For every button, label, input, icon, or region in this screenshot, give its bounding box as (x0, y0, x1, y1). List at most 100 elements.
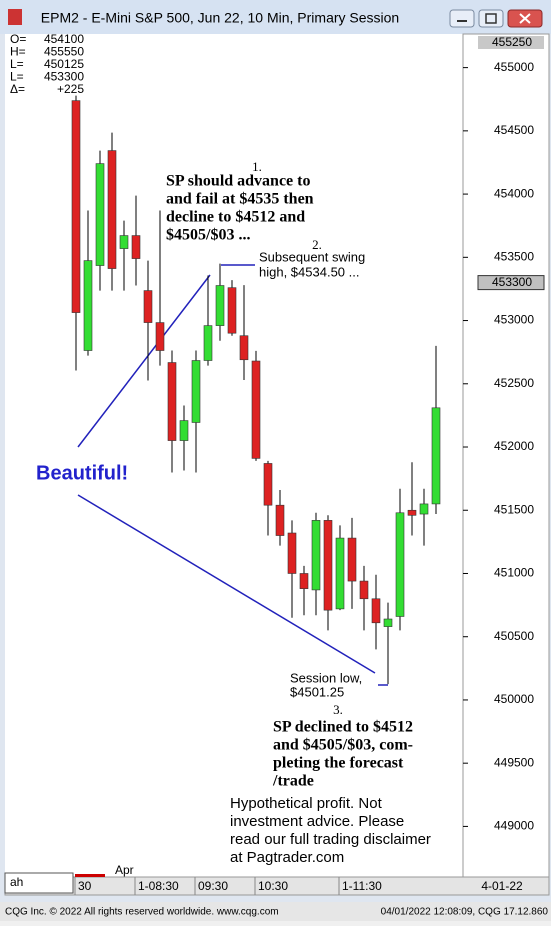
candle-body (323, 520, 333, 611)
annotation-text: read our full trading disclaimer (230, 831, 431, 848)
annotation-text: $4501.25 (290, 684, 344, 699)
candle-body (215, 285, 225, 326)
y-tick-label: 452500 (494, 376, 534, 390)
candle-body (395, 512, 405, 617)
annotation-lines (77, 264, 388, 686)
plot-area (5, 34, 463, 877)
x-tick-label: 1-08:30 (138, 879, 179, 893)
annotation-text: Beautiful! (36, 462, 128, 484)
readout-value: 453300 (44, 70, 84, 84)
candle-body (383, 618, 393, 627)
y-top-label: 455250 (492, 35, 532, 49)
time-axis-marker (75, 874, 105, 877)
candle-body (203, 325, 213, 361)
y-tick-label: 449500 (494, 755, 534, 769)
trend-line (77, 274, 211, 448)
annotation-text: and $4505/$03, com- (273, 737, 413, 754)
status-bar (0, 902, 551, 921)
candle-body (359, 580, 369, 600)
candle-body (275, 504, 285, 536)
annotation-text: and fail at $4535 then (166, 191, 314, 208)
annotation-text: 3. (333, 702, 343, 717)
y-tick-label: 455000 (494, 60, 534, 74)
x-tick-label: 09:30 (198, 879, 228, 893)
readout-label: L= (10, 70, 24, 84)
maximize-button[interactable] (478, 9, 504, 28)
candle-body (107, 150, 117, 269)
readout-label: Δ= (10, 82, 25, 96)
y-tick-label: 450500 (494, 629, 534, 643)
footer-right: 04/01/2022 12:08:09, CQG 17.12.860 (381, 907, 549, 918)
annotation-text: high, $4534.50 ... (259, 264, 359, 279)
annotation-text: $4505/$03 ... (166, 227, 250, 244)
candle-body (143, 290, 153, 323)
window-title: EPM2 - E-Mini S&P 500, Jun 22, 10 Min, P… (41, 10, 399, 26)
y-tick-label: 454500 (494, 123, 534, 137)
candle-body (263, 463, 273, 506)
y-tick-label: 452000 (494, 439, 534, 453)
last-price-label: 453300 (492, 275, 532, 289)
readout-label: H= (10, 45, 26, 59)
y-tick-label: 451500 (494, 502, 534, 516)
readout-label: O= (10, 32, 26, 46)
candle-body (191, 360, 201, 423)
x-tick-label: 1-11:30 (342, 879, 382, 893)
candle-body (287, 532, 297, 574)
y-top-box (478, 36, 544, 49)
readout-label: L= (10, 57, 24, 71)
y-tick-label: 453500 (494, 249, 534, 263)
candle-body (95, 163, 105, 266)
x-end-label: 4-01-22 (481, 879, 523, 893)
candle-body (155, 322, 165, 351)
candle-body (299, 573, 309, 589)
candle-body (251, 360, 261, 459)
minimize-button[interactable] (449, 9, 475, 28)
annotation-text: 1. (252, 159, 262, 174)
readout-value: +225 (57, 82, 84, 96)
annotation-text: SP should advance to (166, 173, 310, 190)
x-tick-label: 10:30 (258, 879, 288, 893)
readout-value: 450125 (44, 57, 84, 71)
close-icon (519, 13, 531, 24)
y-tick-label: 451000 (494, 566, 534, 580)
annotation-text: Hypothetical profit. Not (230, 795, 383, 812)
command-input-text: ah (10, 875, 23, 889)
trend-line (77, 494, 376, 674)
candle-body (71, 100, 81, 313)
candle-body (335, 537, 345, 610)
annotation-text: SP declined to $4512 (273, 719, 413, 736)
candle-body (119, 235, 129, 249)
command-input[interactable] (4, 872, 74, 894)
annotation-text: investment advice. Please (230, 813, 404, 830)
y-tick-label: 453000 (494, 313, 534, 327)
footer-left: CQG Inc. © 2022 All rights reserved worl… (5, 907, 279, 918)
y-tick-label: 450000 (494, 692, 534, 706)
candle-body (239, 335, 249, 361)
annotation-text: decline to $4512 and (166, 209, 305, 226)
price-axis (462, 33, 550, 878)
x-tick-label: 30 (78, 879, 92, 893)
candle-body (311, 520, 321, 591)
annotation-text: Session low, (290, 670, 362, 685)
y-tick-label: 449000 (494, 819, 534, 833)
annotation-text: 2. (312, 237, 322, 252)
last-price-box (477, 275, 545, 291)
app-icon (8, 9, 22, 25)
maximize-icon (485, 13, 497, 24)
annotation-text: /trade (272, 773, 314, 790)
y-tick-label: 454000 (494, 186, 534, 200)
candle-body (407, 509, 417, 516)
candle-body (419, 503, 429, 515)
readout-value: 455550 (44, 45, 84, 59)
candle-body (131, 235, 141, 259)
candle-body (83, 260, 93, 351)
readout-value: 454100 (44, 32, 84, 46)
x-secondary-label: Apr (115, 863, 134, 877)
candle-body (179, 420, 189, 441)
annotation-text: pleting the forecast (273, 755, 404, 772)
candle-body (167, 362, 177, 441)
candle-body (371, 598, 381, 624)
annotation-text: at Pagtrader.com (230, 849, 344, 866)
